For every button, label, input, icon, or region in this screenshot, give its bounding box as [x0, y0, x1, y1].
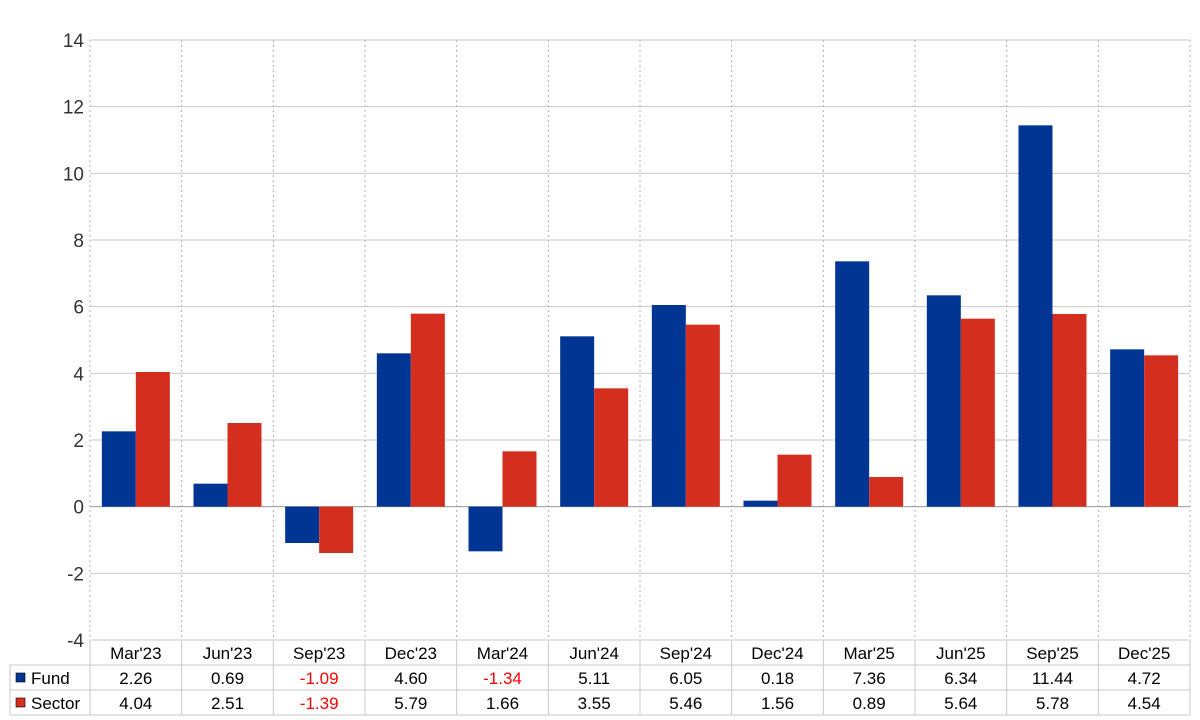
data-label-sector: 3.55 — [578, 694, 611, 713]
y-tick-label: 14 — [63, 31, 85, 52]
y-tick-label: -4 — [67, 631, 84, 652]
data-label-sector: 0.89 — [853, 694, 886, 713]
bar-fund — [743, 500, 778, 507]
bar-fund — [560, 336, 595, 507]
x-tick-label: Sep'25 — [1026, 644, 1078, 663]
bar-fund — [1018, 125, 1053, 507]
x-tick-label: Dec'24 — [751, 644, 803, 663]
y-tick-label: 4 — [73, 364, 84, 385]
grid — [89, 39, 1191, 641]
legend-swatch-fund — [15, 672, 26, 683]
data-label-fund: 6.34 — [944, 669, 977, 688]
bar-fund — [101, 431, 136, 507]
data-label-sector: 2.51 — [211, 694, 244, 713]
x-tick-label: Sep'23 — [293, 644, 345, 663]
bar-sector — [410, 313, 445, 507]
bar-sector — [135, 372, 170, 507]
data-label-fund: 0.69 — [211, 669, 244, 688]
data-label-sector: -1.39 — [300, 694, 339, 713]
bar-sector — [1144, 355, 1179, 507]
data-label-sector: 1.66 — [486, 694, 519, 713]
data-label-fund: -1.34 — [483, 669, 522, 688]
bar-fund — [376, 353, 411, 507]
bar-sector — [319, 506, 354, 553]
bar-sector — [594, 388, 629, 507]
data-label-fund: 7.36 — [853, 669, 886, 688]
bar-sector — [502, 451, 537, 507]
x-tick-label: Jun'25 — [936, 644, 986, 663]
data-label-fund: -1.09 — [300, 669, 339, 688]
bar-fund — [651, 305, 686, 507]
x-tick-label: Mar'25 — [843, 644, 894, 663]
legend-label-fund: Fund — [31, 669, 70, 688]
x-tick-label: Jun'24 — [569, 644, 619, 663]
y-tick-label: 6 — [73, 298, 84, 319]
bar-fund — [1110, 349, 1145, 507]
bar-sector — [1052, 314, 1087, 507]
y-tick-label: 2 — [73, 431, 84, 452]
bar-fund — [468, 506, 503, 552]
y-tick-label: 10 — [63, 164, 84, 185]
bars — [101, 125, 1179, 553]
data-label-sector: 4.54 — [1128, 694, 1161, 713]
data-label-fund: 11.44 — [1032, 669, 1073, 688]
bar-sector — [777, 454, 812, 507]
data-table: Mar'23 Jun'23 Sep'23 Dec'23 Mar'24 Jun'24 Sep'… — [9, 639, 1191, 716]
data-label-fund: 6.05 — [669, 669, 702, 688]
legend-swatch-sector — [15, 697, 26, 708]
data-label-fund: 4.60 — [394, 669, 427, 688]
data-label-fund: 4.72 — [1128, 669, 1161, 688]
data-label-fund: 2.26 — [119, 669, 152, 688]
data-label-fund: 0.18 — [761, 669, 794, 688]
x-tick-label: Sep'24 — [660, 644, 712, 663]
data-label-sector: 5.64 — [944, 694, 977, 713]
data-label-sector: 5.46 — [669, 694, 702, 713]
bar-sector — [960, 318, 995, 507]
bar-fund — [926, 295, 961, 507]
x-tick-label: Mar'23 — [110, 644, 161, 663]
x-tick-label: Jun'23 — [203, 644, 253, 663]
y-tick-label: 12 — [63, 98, 84, 119]
y-tick-label: 0 — [73, 498, 84, 519]
data-label-sector: 4.04 — [119, 694, 152, 713]
x-tick-label: Mar'24 — [477, 644, 528, 663]
bar-sector — [227, 423, 262, 507]
data-label-sector: 5.78 — [1036, 694, 1069, 713]
y-axis: -4 -2 0 2 4 6 8 10 12 14 — [63, 31, 85, 652]
x-tick-label: Dec'23 — [385, 644, 437, 663]
bar-fund — [285, 506, 320, 543]
y-tick-label: 8 — [73, 231, 84, 252]
x-tick-label: Dec'25 — [1118, 644, 1170, 663]
data-label-fund: 5.11 — [578, 669, 610, 688]
bar-sector — [685, 324, 720, 507]
y-tick-label: -2 — [67, 564, 84, 585]
bar-fund — [193, 483, 228, 507]
bar-fund — [835, 261, 870, 507]
data-label-sector: 1.56 — [761, 694, 794, 713]
data-label-sector: 5.79 — [394, 694, 427, 713]
bar-sector — [869, 477, 904, 507]
legend-label-sector: Sector — [31, 694, 80, 713]
